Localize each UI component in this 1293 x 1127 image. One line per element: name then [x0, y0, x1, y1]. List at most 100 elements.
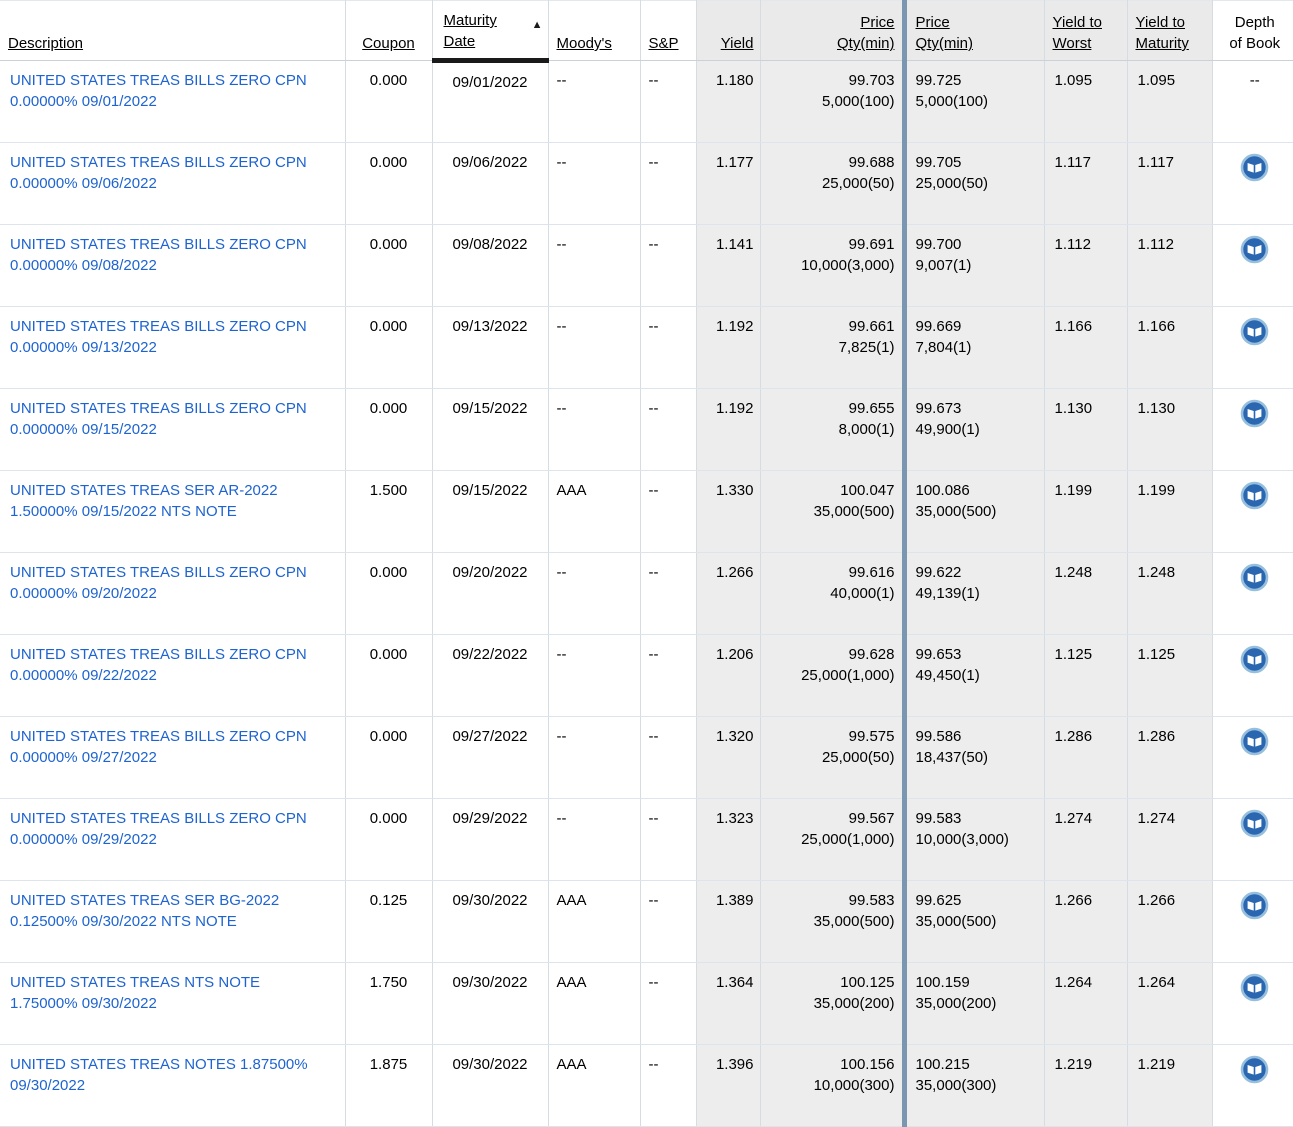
- bid-price-qty-cell: 99.703 5,000(100): [760, 60, 905, 143]
- yield-to-maturity-cell: 1.125: [1127, 634, 1213, 717]
- depth-of-book-icon[interactable]: [1240, 891, 1269, 920]
- column-header-yield-to-maturity: Yield to Maturity: [1127, 0, 1213, 61]
- yield-to-worst-cell: 1.199: [1044, 470, 1128, 553]
- security-description-link[interactable]: UNITED STATES TREAS NTS NOTE 1.75000% 09…: [10, 974, 261, 1012]
- ask-price: 99.622: [915, 564, 962, 581]
- ask-qty-min: 49,450(1): [915, 667, 980, 684]
- security-description-link[interactable]: UNITED STATES TREAS NOTES 1.87500% 09/30…: [10, 1056, 308, 1094]
- yield-to-maturity-cell: 1.274: [1127, 798, 1213, 881]
- bid-price-qty-cell: 99.688 25,000(50): [760, 142, 905, 225]
- depth-of-book-cell: [1212, 1044, 1293, 1127]
- ask-price-qty-cell: 99.653 49,450(1): [901, 634, 1045, 717]
- ask-price-qty-cell: 99.673 49,900(1): [901, 388, 1045, 471]
- yield-to-worst-cell: 1.095: [1044, 60, 1128, 143]
- depth-of-book-icon[interactable]: [1240, 153, 1269, 182]
- bid-price: 99.691: [848, 236, 895, 253]
- bid-price: 100.156: [840, 1056, 895, 1073]
- moodys-rating-cell: --: [548, 224, 641, 307]
- maturity-date-cell: 09/20/2022: [432, 552, 549, 635]
- yield-to-worst-cell: 1.125: [1044, 634, 1128, 717]
- depth-of-book-cell: [1212, 142, 1293, 225]
- table-row: UNITED STATES TREAS BILLS ZERO CPN 0.000…: [0, 716, 1293, 799]
- moodys-rating-cell: AAA: [548, 962, 641, 1045]
- ask-price: 99.705: [915, 154, 962, 171]
- bid-qty-min: 35,000(500): [813, 913, 895, 930]
- depth-of-book-cell: --: [1212, 60, 1293, 143]
- bid-qty-min: 35,000(200): [813, 995, 895, 1012]
- bid-price-qty-cell: 99.583 35,000(500): [760, 880, 905, 963]
- security-description-link[interactable]: UNITED STATES TREAS BILLS ZERO CPN 0.000…: [10, 400, 307, 438]
- bid-price: 100.047: [840, 482, 895, 499]
- yield-cell: 1.364: [696, 962, 761, 1045]
- sort-moodys-link[interactable]: Moody's: [556, 35, 612, 52]
- security-description-link[interactable]: UNITED STATES TREAS BILLS ZERO CPN 0.000…: [10, 318, 307, 356]
- ask-price: 100.086: [915, 482, 970, 499]
- security-description-link[interactable]: UNITED STATES TREAS BILLS ZERO CPN 0.000…: [10, 72, 307, 110]
- column-header-moodys: Moody's: [548, 0, 641, 61]
- sort-maturity-date-link[interactable]: Maturity Date: [443, 12, 497, 50]
- coupon-cell: 0.000: [345, 798, 433, 881]
- bid-price: 99.616: [848, 564, 895, 581]
- yield-to-worst-cell: 1.248: [1044, 552, 1128, 635]
- depth-of-book-icon[interactable]: [1240, 973, 1269, 1002]
- depth-of-book-icon[interactable]: [1240, 235, 1269, 264]
- bid-qty-min: 10,000(300): [813, 1077, 895, 1094]
- yield-to-maturity-cell: 1.166: [1127, 306, 1213, 389]
- sort-yield-link[interactable]: Yield: [720, 35, 754, 52]
- ask-price-qty-cell: 99.586 18,437(50): [901, 716, 1045, 799]
- maturity-date-cell: 09/01/2022: [432, 60, 549, 143]
- ask-price-qty-cell: 99.725 5,000(100): [901, 60, 1045, 143]
- security-description-link[interactable]: UNITED STATES TREAS SER BG-2022 0.12500%…: [10, 892, 280, 930]
- ask-price: 99.625: [915, 892, 962, 909]
- yield-cell: 1.320: [696, 716, 761, 799]
- security-description-link[interactable]: UNITED STATES TREAS SER AR-2022 1.50000%…: [10, 482, 278, 520]
- sort-yield-to-worst-link[interactable]: Yield to Worst: [1052, 14, 1102, 52]
- ask-qty-min: 35,000(300): [915, 1077, 997, 1094]
- description-cell: UNITED STATES TREAS SER BG-2022 0.12500%…: [0, 880, 346, 963]
- table-row: UNITED STATES TREAS SER AR-2022 1.50000%…: [0, 470, 1293, 553]
- security-description-link[interactable]: UNITED STATES TREAS BILLS ZERO CPN 0.000…: [10, 564, 307, 602]
- description-cell: UNITED STATES TREAS NOTES 1.87500% 09/30…: [0, 1044, 346, 1127]
- depth-of-book-icon[interactable]: [1240, 645, 1269, 674]
- bid-qty-min: 35,000(500): [813, 503, 895, 520]
- depth-of-book-icon[interactable]: [1240, 317, 1269, 346]
- yield-cell: 1.141: [696, 224, 761, 307]
- security-description-link[interactable]: UNITED STATES TREAS BILLS ZERO CPN 0.000…: [10, 236, 307, 274]
- depth-of-book-icon[interactable]: [1240, 809, 1269, 838]
- depth-of-book-icon[interactable]: [1240, 399, 1269, 428]
- ask-price: 99.586: [915, 728, 962, 745]
- sort-yield-to-maturity-link[interactable]: Yield to Maturity: [1135, 14, 1189, 52]
- security-description-link[interactable]: UNITED STATES TREAS BILLS ZERO CPN 0.000…: [10, 810, 307, 848]
- maturity-date-cell: 09/30/2022: [432, 962, 549, 1045]
- yield-to-maturity-cell: 1.264: [1127, 962, 1213, 1045]
- security-description-link[interactable]: UNITED STATES TREAS BILLS ZERO CPN 0.000…: [10, 646, 307, 684]
- table-row: UNITED STATES TREAS NTS NOTE 1.75000% 09…: [0, 962, 1293, 1045]
- ask-price: 99.673: [915, 400, 962, 417]
- depth-of-book-cell: [1212, 470, 1293, 553]
- yield-to-worst-cell: 1.219: [1044, 1044, 1128, 1127]
- maturity-date-cell: 09/30/2022: [432, 1044, 549, 1127]
- sort-bid-price-link[interactable]: Price Qty(min): [837, 14, 895, 52]
- table-row: UNITED STATES TREAS BILLS ZERO CPN 0.000…: [0, 634, 1293, 717]
- sort-description-link[interactable]: Description: [8, 35, 84, 52]
- description-cell: UNITED STATES TREAS BILLS ZERO CPN 0.000…: [0, 634, 346, 717]
- yield-cell: 1.330: [696, 470, 761, 553]
- depth-of-book-icon[interactable]: [1240, 1055, 1269, 1084]
- description-cell: UNITED STATES TREAS BILLS ZERO CPN 0.000…: [0, 60, 346, 143]
- bid-price-qty-cell: 99.575 25,000(50): [760, 716, 905, 799]
- bid-qty-min: 5,000(100): [821, 93, 895, 110]
- description-cell: UNITED STATES TREAS SER AR-2022 1.50000%…: [0, 470, 346, 553]
- table-row: UNITED STATES TREAS BILLS ZERO CPN 0.000…: [0, 60, 1293, 143]
- bid-qty-min: 25,000(50): [821, 749, 895, 766]
- security-description-link[interactable]: UNITED STATES TREAS BILLS ZERO CPN 0.000…: [10, 728, 307, 766]
- security-description-link[interactable]: UNITED STATES TREAS BILLS ZERO CPN 0.000…: [10, 154, 307, 192]
- sort-ask-price-link[interactable]: Price Qty(min): [915, 14, 974, 52]
- depth-of-book-icon[interactable]: [1240, 563, 1269, 592]
- depth-of-book-icon[interactable]: [1240, 481, 1269, 510]
- maturity-date-cell: 09/30/2022: [432, 880, 549, 963]
- sort-coupon-link[interactable]: Coupon: [362, 35, 415, 52]
- sort-sp-link[interactable]: S&P: [648, 35, 679, 52]
- bid-price-qty-cell: 100.047 35,000(500): [760, 470, 905, 553]
- depth-of-book-icon[interactable]: [1240, 727, 1269, 756]
